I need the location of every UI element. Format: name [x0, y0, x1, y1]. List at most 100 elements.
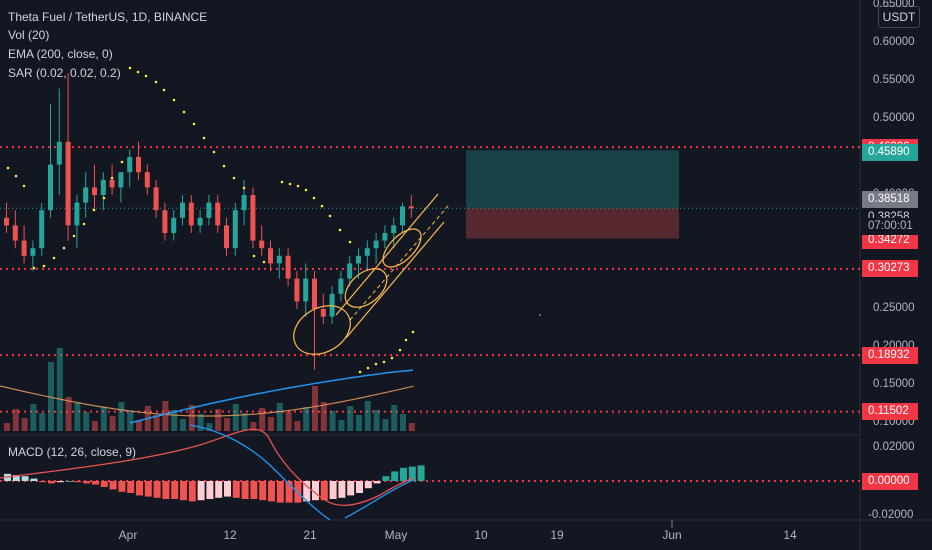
volume-bar [109, 416, 116, 431]
currency-button[interactable]: USDT [878, 6, 920, 28]
volume-bar [197, 414, 204, 431]
candle-body [197, 217, 203, 226]
sar-dot [14, 174, 18, 178]
volume-bar [241, 413, 248, 431]
volume-bar [188, 405, 195, 431]
macd-line [344, 479, 414, 519]
candle-body [268, 248, 273, 264]
volume-bar [206, 423, 213, 431]
macd-histogram-bar [39, 481, 47, 483]
macd-histogram-bar [417, 465, 425, 481]
sar-dot [102, 196, 106, 200]
price-tag-support2: 0.18932 [862, 346, 918, 364]
macd-signal-line [0, 428, 414, 507]
volume-bar [408, 423, 415, 431]
candle-body [241, 195, 247, 211]
time-axis-label: 19 [550, 528, 564, 542]
macd-histogram-bar [356, 481, 363, 493]
macd-line [189, 424, 331, 521]
price-tag-support1: 0.30273 [862, 260, 918, 278]
macd-histogram-bar [408, 466, 416, 481]
price-axis-label: 0.55000 [873, 74, 915, 86]
ema-legend[interactable]: EMA (200, close, 0) [8, 47, 113, 61]
candle-body [65, 141, 71, 226]
macd-histogram-bar [197, 481, 205, 501]
macd-histogram-bar [241, 481, 249, 499]
sar-dot [154, 80, 158, 84]
time-axis-label: 14 [783, 528, 797, 542]
candle-body [294, 278, 300, 302]
marker-dot [539, 314, 541, 316]
volume-bar [12, 409, 19, 431]
macd-histogram-bar [65, 481, 73, 482]
volume-bar [21, 418, 28, 431]
sar-dot [304, 188, 308, 192]
sar-dot [212, 150, 216, 154]
candle-body [329, 293, 335, 317]
annotation-ellipse [382, 228, 422, 268]
macd-histogram-bar [382, 476, 390, 481]
candle-body [188, 202, 194, 226]
annotation-ellipse [293, 305, 351, 355]
price-axis-label: 0.65000 [873, 0, 915, 10]
macd-legend[interactable]: MACD (12, 26, close, 9) [8, 445, 137, 459]
sar-dot [374, 362, 378, 366]
volume-bar [4, 423, 10, 431]
sar-dot [411, 330, 415, 334]
candle-body [206, 202, 212, 218]
candle-body [4, 217, 9, 226]
sar-dot [404, 338, 408, 342]
symbol-title[interactable]: Theta Fuel / TetherUS, 1D, BINANCE [8, 10, 208, 24]
macd-histogram-bar [232, 481, 240, 498]
ema-200-line [129, 369, 414, 424]
price-tag-target: 0.45890 [862, 143, 918, 161]
time-axis-label: 10 [474, 528, 488, 542]
sar-dot [128, 66, 132, 70]
sar-legend[interactable]: SAR (0.02, 0.02, 0.2) [8, 66, 121, 80]
sar-dot [192, 122, 196, 126]
volume-bar [320, 402, 327, 431]
time-axis-label: 12 [223, 528, 237, 542]
candle-body [12, 225, 18, 241]
candle-body [364, 248, 370, 256]
macd-histogram-bar [320, 481, 328, 501]
candle-body [30, 248, 36, 256]
candle-body [338, 278, 344, 294]
price-axis-label: 0.15000 [873, 378, 915, 390]
sar-dot [42, 264, 46, 268]
sar-dot [222, 164, 226, 168]
sar-dot [120, 160, 124, 164]
candle-body [162, 210, 168, 233]
macd-histogram-bar [329, 481, 337, 499]
macd-histogram-bar [56, 481, 64, 483]
volume-bar [136, 420, 142, 431]
volume-legend[interactable]: Vol (20) [8, 28, 50, 42]
candle-body [232, 210, 238, 249]
volume-bar [338, 420, 345, 431]
volume-bar [382, 419, 389, 431]
macd-histogram-bar [144, 481, 152, 497]
volume-bar [83, 412, 90, 431]
volume-bar [364, 401, 371, 431]
price-tag-macd-zero: 0.00000 [862, 472, 918, 490]
price-axis-label: 0.50000 [873, 112, 915, 124]
sar-dot [262, 260, 266, 264]
volume-bar [329, 411, 336, 431]
macd-histogram-bar [21, 476, 29, 481]
volume-bar [285, 412, 292, 431]
candle-body [312, 278, 317, 309]
candle-body [285, 255, 291, 279]
sar-dot [144, 74, 148, 78]
macd-histogram-bar [136, 481, 143, 496]
volume-bar [294, 421, 301, 431]
sar-dot [172, 98, 176, 102]
time-axis-label: May [384, 528, 408, 542]
macd-histogram-bar [162, 481, 170, 499]
position-profit-zone [466, 150, 679, 209]
macd-histogram-bar [12, 475, 20, 481]
sar-dot [312, 196, 316, 200]
macd-histogram-bar [100, 481, 108, 487]
candle-body [118, 172, 124, 188]
macd-histogram-bar [153, 481, 161, 498]
